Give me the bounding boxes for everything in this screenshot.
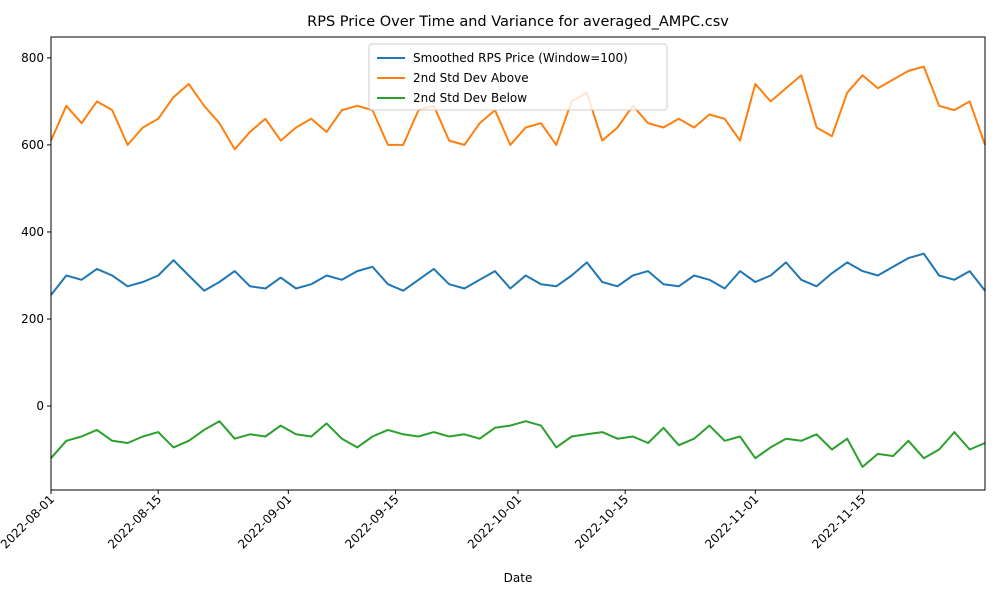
series-line <box>50 65 986 151</box>
legend-label: 2nd Std Dev Below <box>413 91 527 105</box>
plot-frame <box>50 36 986 491</box>
y-tick-label: 200 <box>21 312 44 326</box>
legend-box <box>368 43 668 111</box>
x-axis-label: Date <box>504 571 533 585</box>
legend-label: Smoothed RPS Price (Window=100) <box>413 51 628 65</box>
series-line <box>50 420 986 468</box>
legend-label: 2nd Std Dev Above <box>413 71 529 85</box>
chart-title: RPS Price Over Time and Variance for ave… <box>307 14 729 30</box>
y-tick-label: 800 <box>21 51 44 65</box>
y-tick-label: 0 <box>36 399 44 413</box>
y-tick-label: 400 <box>21 225 44 239</box>
y-tick-label: 600 <box>21 138 44 152</box>
series-line <box>50 252 986 296</box>
legend: Smoothed RPS Price (Window=100) 2nd Std D… <box>368 43 668 111</box>
